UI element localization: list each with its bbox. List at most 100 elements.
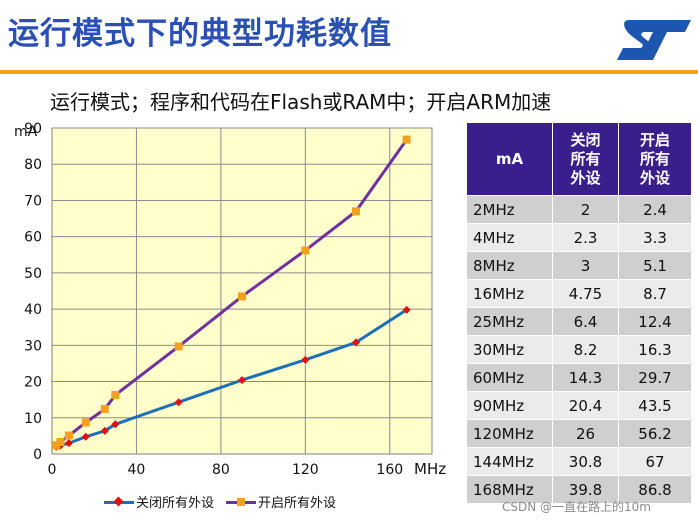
table-cell: 2MHz xyxy=(466,195,553,224)
table-cell: 3.3 xyxy=(618,223,692,252)
y-tick-label: 30 xyxy=(24,338,42,354)
legend-swatch-off xyxy=(104,496,134,507)
x-tick-label: 160 xyxy=(376,462,403,478)
table-row: 60MHz 14.3 29.7 xyxy=(466,363,692,392)
table-cell: 26 xyxy=(552,419,619,448)
power-table: mA 关闭 所有 外设 开启 所有 外设 2MHz 2 2.4 4MHz 2.3 3.3 8MHz 3 5.… xyxy=(466,122,692,504)
table-cell: 30MHz xyxy=(466,335,553,364)
table-cell: 2.4 xyxy=(618,195,692,224)
data-point-1 xyxy=(52,441,61,450)
table-row: 90MHz 20.4 43.5 xyxy=(466,391,692,420)
power-consumption-chart: 0 10 20 30 40 50 60 70 80 90 0 40 80 120 160 mA MHz xyxy=(14,121,446,478)
legend-swatch-on xyxy=(226,497,257,507)
table-cell: 6.4 xyxy=(552,307,619,336)
y-axis-label: mA xyxy=(14,124,38,140)
chart-legend: 关闭所有外设 开启所有外设 xyxy=(104,492,348,511)
table-row: 2MHz 2 2.4 xyxy=(466,195,692,224)
y-tick-label: 70 xyxy=(24,193,42,209)
watermark: CSDN @一直在路上的10m xyxy=(502,500,651,514)
table-cell: 67 xyxy=(618,447,692,476)
table-cell: 60MHz xyxy=(466,363,553,392)
table-cell: 86.8 xyxy=(618,475,692,504)
table-row: 120MHz 26 56.2 xyxy=(466,419,692,448)
y-tick-label: 50 xyxy=(24,266,42,282)
table-row: 25MHz 6.4 12.4 xyxy=(466,307,692,336)
data-point-1 xyxy=(111,390,120,399)
y-tick-label: 40 xyxy=(24,302,42,318)
table-cell: 8MHz xyxy=(466,251,553,280)
table-cell: 8.7 xyxy=(618,279,692,308)
title-underline xyxy=(0,70,698,74)
table-cell: 90MHz xyxy=(466,391,553,420)
table-cell: 39.8 xyxy=(552,475,619,504)
table-header-cell: mA xyxy=(466,122,553,196)
data-point-0 xyxy=(352,338,360,347)
y-tick-label: 90 xyxy=(24,121,42,137)
table-header-cell: 关闭 所有 外设 xyxy=(552,122,619,196)
data-point-0 xyxy=(100,426,109,435)
data-point-1 xyxy=(352,207,360,216)
table-cell: 8.2 xyxy=(552,335,619,364)
table-cell: 43.5 xyxy=(618,391,692,420)
table-cell: 16MHz xyxy=(466,279,553,308)
table-cell: 168MHz xyxy=(466,475,553,504)
table-cell: 5.1 xyxy=(618,251,692,280)
table-cell: 3 xyxy=(552,251,619,280)
data-point-0 xyxy=(81,432,90,441)
data-point-0 xyxy=(174,398,183,407)
table-row: 16MHz 4.75 8.7 xyxy=(466,279,692,308)
y-tick-label: 0 xyxy=(33,447,42,463)
data-point-1 xyxy=(301,246,310,255)
table-cell: 12.4 xyxy=(618,307,692,336)
data-point-0 xyxy=(301,355,310,364)
table-cell: 16.3 xyxy=(618,335,692,364)
st-logo-icon xyxy=(617,20,691,60)
data-point-1 xyxy=(100,405,109,414)
table-row: 4MHz 2.3 3.3 xyxy=(466,223,692,252)
data-point-0 xyxy=(402,305,411,314)
x-tick-label: 40 xyxy=(128,462,146,478)
table-row: 30MHz 8.2 16.3 xyxy=(466,335,692,364)
x-tick-label: 0 xyxy=(48,462,57,478)
data-point-1 xyxy=(174,342,183,351)
table-header-cell: 开启 所有 外设 xyxy=(618,122,692,196)
page-title: 运行模式下的典型功耗数值 xyxy=(8,16,392,52)
table-cell: 4MHz xyxy=(466,223,553,252)
data-point-0 xyxy=(238,376,246,385)
table-cell: 4.75 xyxy=(552,279,619,308)
data-point-1 xyxy=(402,135,411,144)
table-header-row: mA 关闭 所有 外设 开启 所有 外设 xyxy=(466,122,692,196)
table-row: 8MHz 3 5.1 xyxy=(466,251,692,280)
y-tick-label: 20 xyxy=(24,375,42,391)
data-point-1 xyxy=(238,292,246,301)
data-point-0 xyxy=(111,420,120,429)
y-tick-label: 80 xyxy=(24,157,42,173)
legend-label-off: 关闭所有外设 xyxy=(136,496,215,511)
x-tick-label: 120 xyxy=(292,462,319,478)
table-row: 144MHz 30.8 67 xyxy=(466,447,692,476)
table-cell: 144MHz xyxy=(466,447,553,476)
data-point-1 xyxy=(81,418,90,427)
slide-subtitle: 运行模式；程序和代码在Flash或RAM中；开启ARM加速 xyxy=(50,90,552,114)
legend-item-off: 关闭所有外设 xyxy=(104,492,214,511)
table-cell: 2 xyxy=(552,195,619,224)
table-cell: 29.7 xyxy=(618,363,692,392)
x-axis-label: MHz xyxy=(414,460,446,478)
table-cell: 2.3 xyxy=(552,223,619,252)
table-cell: 25MHz xyxy=(466,307,553,336)
plot-area xyxy=(51,127,433,455)
y-tick-label: 60 xyxy=(24,230,42,246)
legend-label-on: 开启所有外设 xyxy=(258,496,337,511)
table-row: 168MHz 39.8 86.8 xyxy=(466,475,692,504)
table-cell: 120MHz xyxy=(466,419,553,448)
data-point-0 xyxy=(64,439,73,448)
x-tick-label: 80 xyxy=(212,462,230,478)
data-point-1 xyxy=(64,431,73,440)
table-cell: 20.4 xyxy=(552,391,619,420)
y-tick-label: 10 xyxy=(24,411,42,427)
data-point-1 xyxy=(56,438,65,447)
table-cell: 30.8 xyxy=(552,447,619,476)
table-cell: 14.3 xyxy=(552,363,619,392)
table-cell: 56.2 xyxy=(618,419,692,448)
legend-item-on: 开启所有外设 xyxy=(226,492,336,511)
